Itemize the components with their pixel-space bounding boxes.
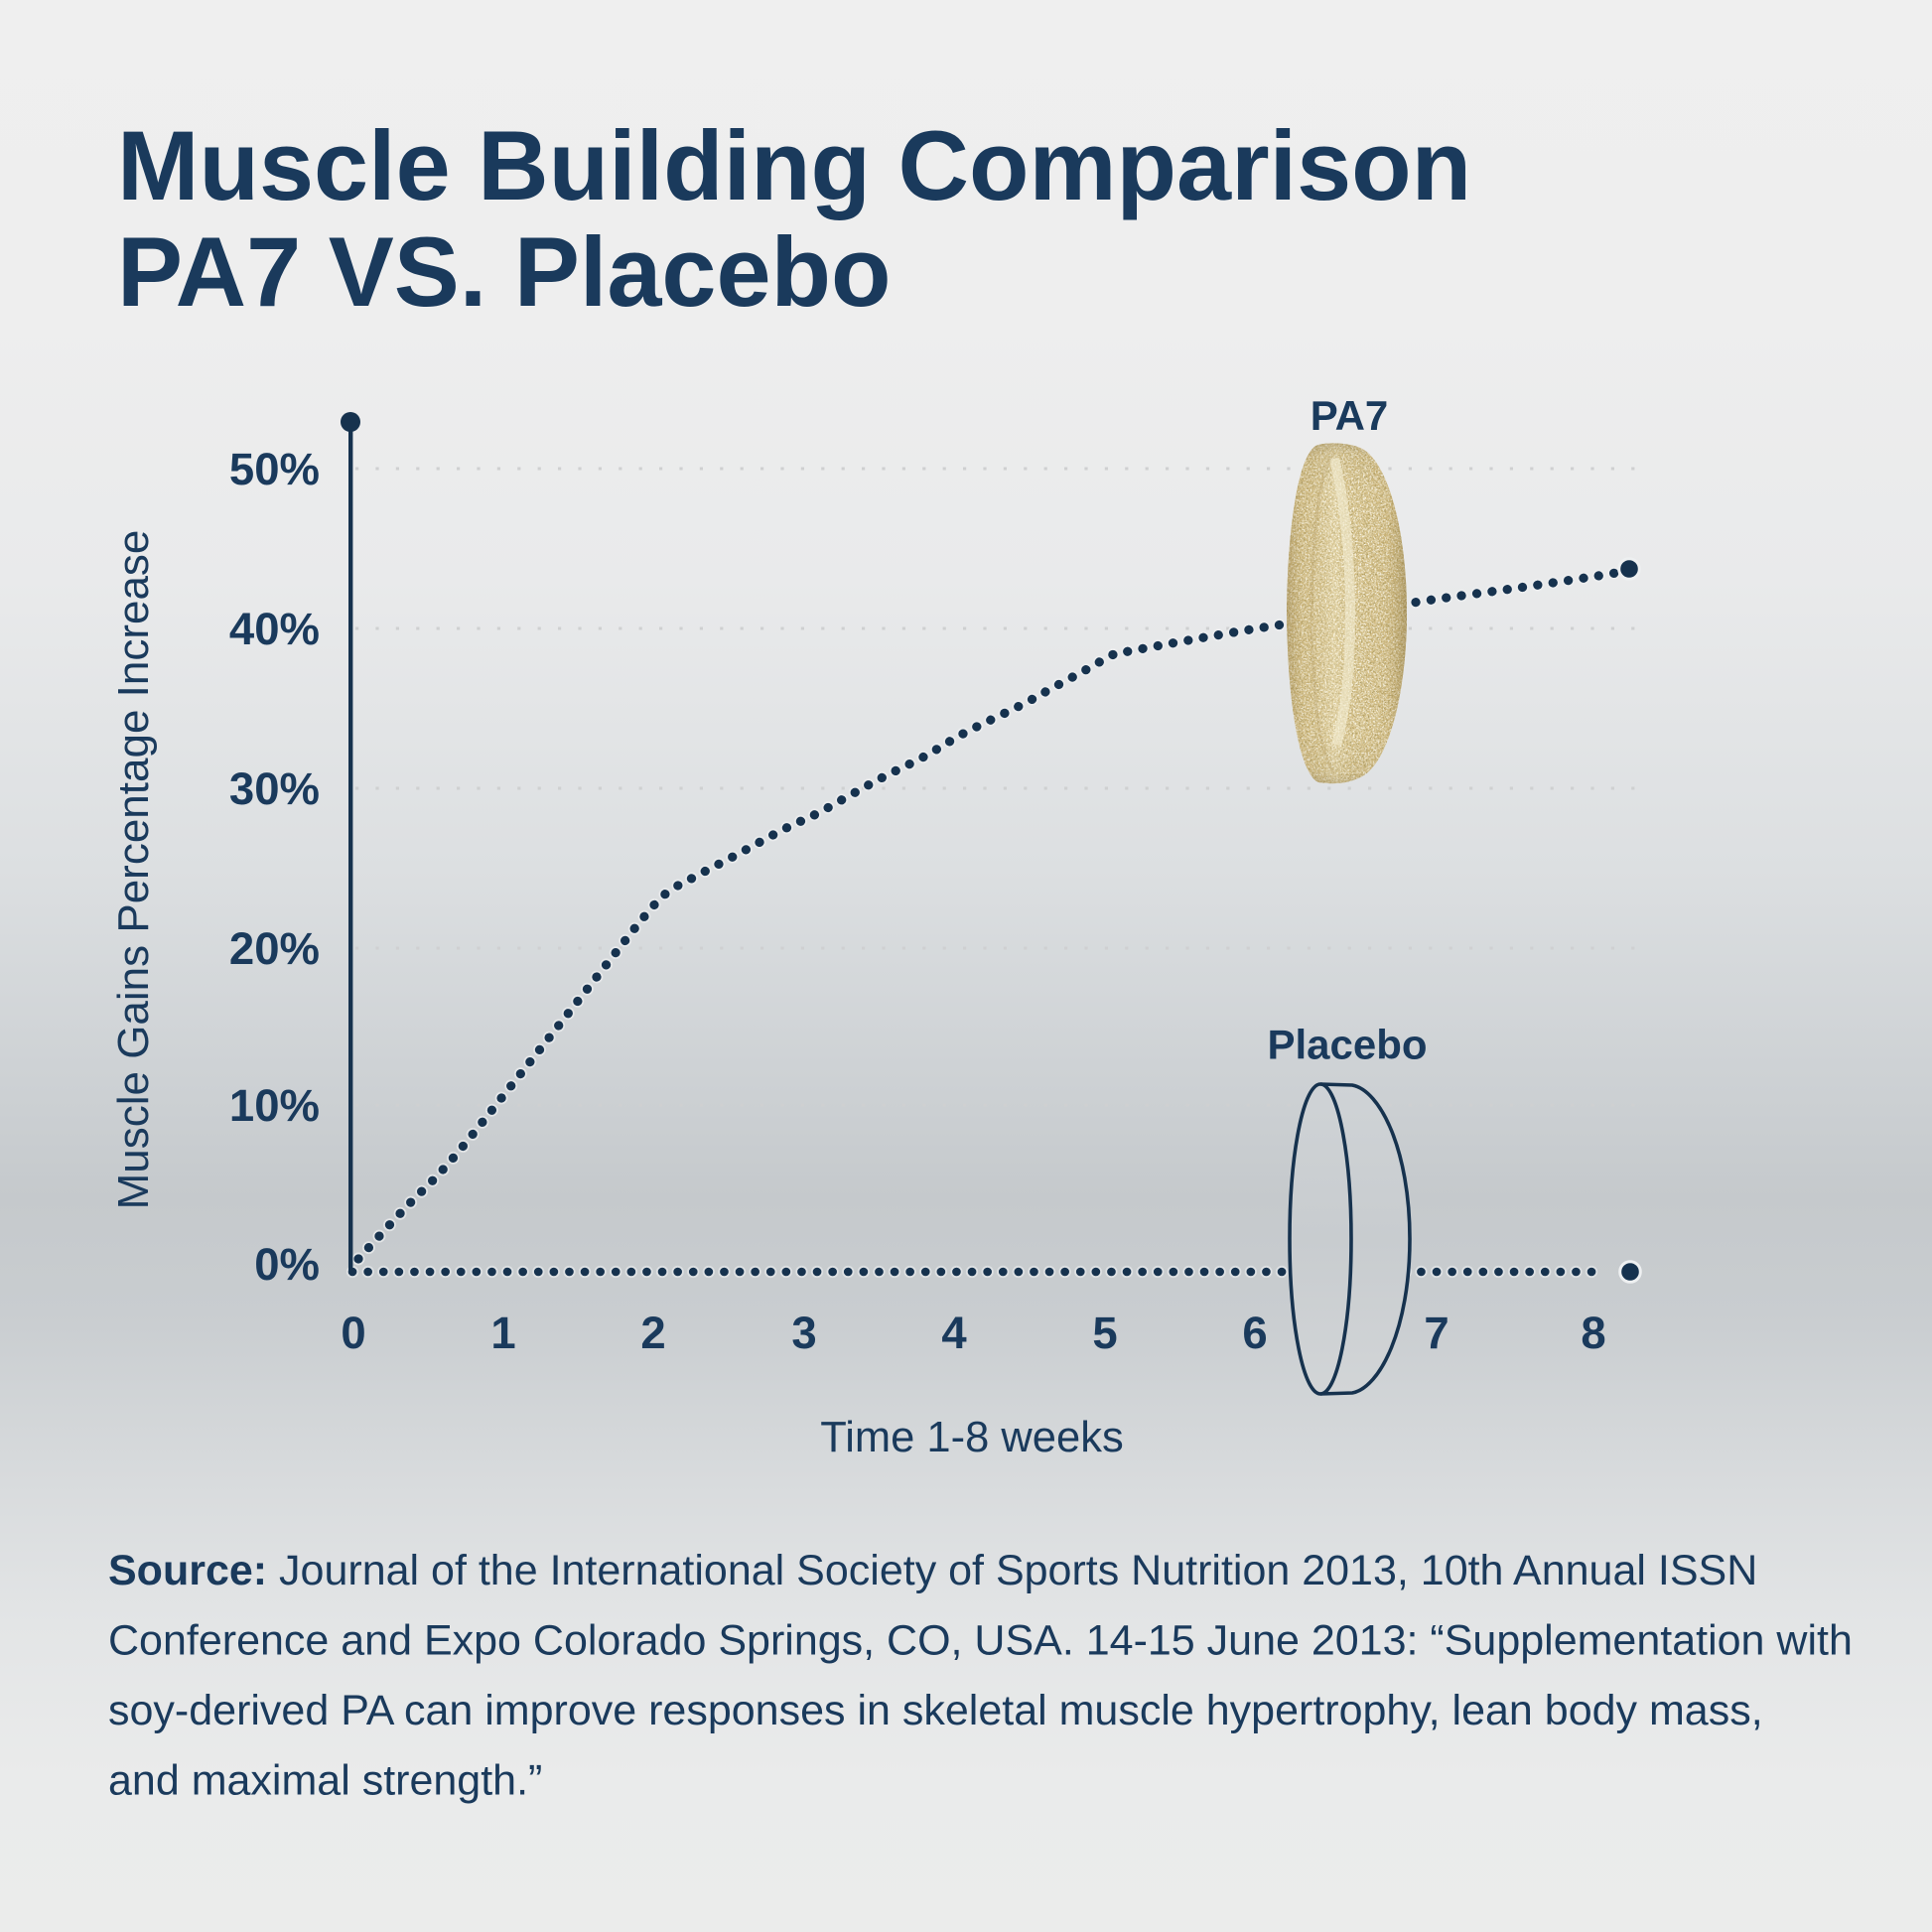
svg-text:10%: 10%: [229, 1080, 320, 1131]
svg-text:PA7: PA7: [1311, 392, 1389, 439]
svg-text:20%: 20%: [229, 923, 320, 974]
svg-text:1: 1: [490, 1308, 515, 1358]
svg-text:Time 1-8 weeks: Time 1-8 weeks: [820, 1414, 1123, 1461]
svg-text:0: 0: [341, 1308, 365, 1358]
svg-text:7: 7: [1424, 1308, 1449, 1358]
svg-text:soy-derived PA can improve res: soy-derived PA can improve responses in …: [108, 1687, 1763, 1734]
svg-text:2: 2: [640, 1308, 665, 1358]
svg-text:Conference and Expo Colorado S: Conference and Expo Colorado Springs, CO…: [108, 1617, 1853, 1665]
svg-text:Muscle Building Comparison: Muscle Building Comparison: [117, 110, 1471, 220]
svg-text:PA7 VS. Placebo: PA7 VS. Placebo: [117, 216, 891, 327]
svg-text:Placebo: Placebo: [1267, 1022, 1427, 1068]
svg-text:8: 8: [1581, 1308, 1605, 1358]
svg-text:3: 3: [791, 1308, 816, 1358]
svg-text:5: 5: [1092, 1308, 1117, 1358]
svg-text:0%: 0%: [254, 1239, 320, 1290]
svg-text:40%: 40%: [229, 604, 320, 654]
svg-text:6: 6: [1242, 1308, 1267, 1358]
svg-text:Source: Journal of the Interna: Source: Journal of the International Soc…: [108, 1547, 1757, 1594]
svg-text:30%: 30%: [229, 763, 320, 814]
svg-text:and maximal strength.”: and maximal strength.”: [108, 1757, 542, 1805]
svg-text:50%: 50%: [229, 444, 320, 494]
svg-text:Muscle Gains Percentage Increa: Muscle Gains Percentage Increase: [109, 530, 158, 1210]
svg-text:4: 4: [941, 1308, 967, 1358]
